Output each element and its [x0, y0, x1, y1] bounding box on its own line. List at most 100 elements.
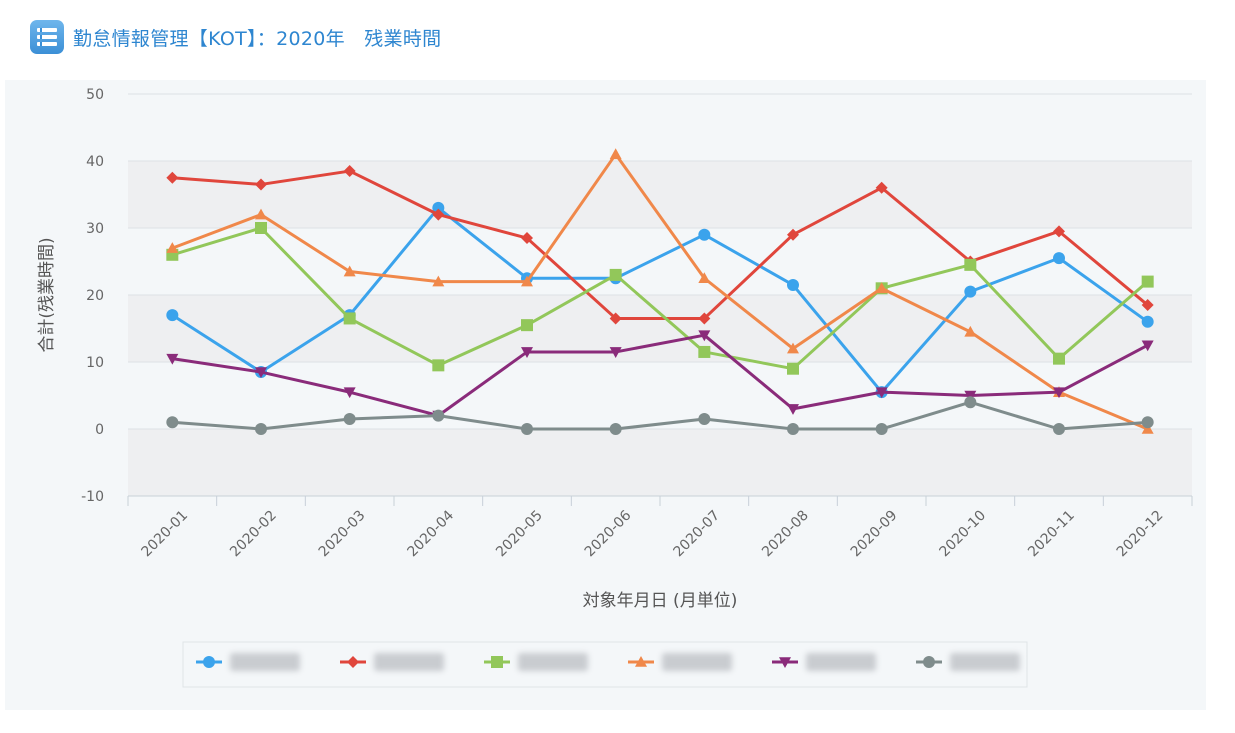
data-point[interactable]: [787, 228, 799, 241]
data-point[interactable]: [787, 362, 799, 375]
data-point[interactable]: [166, 309, 179, 322]
x-axis-label: 対象年月日 (月単位): [583, 591, 738, 611]
x-tick-label: 2020-11: [1025, 508, 1078, 561]
data-point[interactable]: [166, 248, 179, 261]
data-point[interactable]: [698, 312, 711, 325]
x-tick-label: 2020-01: [138, 508, 191, 561]
data-point[interactable]: [964, 390, 977, 402]
data-point[interactable]: [432, 409, 445, 422]
data-point[interactable]: [1141, 275, 1154, 288]
legend-item[interactable]: [484, 653, 588, 671]
legend-label-redacted: [518, 653, 588, 671]
data-point[interactable]: [964, 325, 977, 337]
legend-marker[interactable]: [203, 656, 215, 668]
data-point[interactable]: [787, 342, 799, 354]
legend-item[interactable]: [628, 653, 732, 671]
data-point[interactable]: [432, 275, 445, 287]
data-point[interactable]: [1053, 387, 1065, 399]
data-point[interactable]: [166, 171, 179, 184]
legend-marker[interactable]: [347, 656, 359, 668]
data-point[interactable]: [609, 423, 622, 435]
y-tick-label: 20: [86, 288, 104, 304]
data-point[interactable]: [698, 412, 711, 425]
data-point[interactable]: [875, 423, 888, 435]
legend-item[interactable]: [916, 653, 1020, 671]
x-tick-label: 2020-02: [227, 508, 280, 561]
legend-box: [182, 641, 1028, 688]
series-line[interactable]: [172, 333, 1149, 418]
legend-marker[interactable]: [923, 656, 935, 668]
y-tick-label: 40: [86, 154, 104, 170]
data-point[interactable]: [1141, 299, 1154, 312]
y-tick-label: -10: [81, 489, 104, 505]
data-point[interactable]: [255, 367, 267, 379]
data-point[interactable]: [343, 312, 356, 325]
series-5: [166, 396, 1154, 435]
data-point[interactable]: [698, 345, 711, 358]
data-point[interactable]: [521, 232, 533, 245]
legend-item[interactable]: [340, 653, 444, 671]
legend-item[interactable]: [196, 653, 300, 671]
data-point[interactable]: [964, 258, 977, 271]
data-point[interactable]: [1141, 340, 1154, 352]
data-point[interactable]: [698, 228, 711, 241]
data-point[interactable]: [1053, 225, 1065, 238]
series-line[interactable]: [171, 206, 1149, 394]
legend-marker[interactable]: [779, 657, 791, 668]
data-point[interactable]: [166, 416, 179, 429]
data-point[interactable]: [609, 268, 622, 281]
data-point[interactable]: [787, 278, 799, 291]
data-point[interactable]: [609, 312, 622, 325]
legend-marker[interactable]: [491, 656, 503, 668]
legend-item[interactable]: [772, 653, 876, 671]
data-point[interactable]: [255, 423, 267, 435]
data-point[interactable]: [609, 347, 622, 358]
data-point[interactable]: [609, 148, 622, 160]
data-point[interactable]: [698, 272, 711, 284]
data-point[interactable]: [1141, 416, 1154, 429]
x-tick-label: 2020-06: [582, 507, 635, 560]
series-line[interactable]: [171, 226, 1149, 371]
data-point[interactable]: [255, 222, 267, 234]
x-tick-label: 2020-10: [936, 508, 989, 561]
data-point[interactable]: [1053, 252, 1065, 265]
series-line[interactable]: [172, 169, 1149, 320]
legend-label-redacted: [230, 653, 300, 671]
x-tick-label: 2020-07: [670, 508, 723, 561]
data-point[interactable]: [875, 181, 888, 194]
series-line[interactable]: [171, 152, 1149, 431]
data-point[interactable]: [787, 404, 799, 415]
data-point[interactable]: [343, 165, 356, 178]
data-point[interactable]: [255, 208, 267, 220]
data-point[interactable]: [255, 178, 267, 191]
data-point[interactable]: [521, 319, 533, 332]
data-point[interactable]: [432, 208, 445, 221]
data-point[interactable]: [1053, 423, 1065, 435]
data-point[interactable]: [432, 359, 445, 372]
data-point[interactable]: [343, 412, 356, 425]
data-point[interactable]: [521, 347, 533, 358]
data-point[interactable]: [1141, 315, 1154, 328]
data-point[interactable]: [1053, 352, 1065, 365]
grid-band: [128, 429, 1192, 496]
data-point[interactable]: [875, 282, 888, 294]
data-point[interactable]: [787, 423, 799, 435]
data-point[interactable]: [875, 387, 888, 399]
data-point[interactable]: [964, 396, 977, 409]
data-point[interactable]: [521, 275, 533, 287]
data-point[interactable]: [343, 387, 356, 399]
data-point[interactable]: [698, 330, 711, 342]
y-tick-label: 50: [86, 87, 104, 103]
data-point[interactable]: [166, 242, 179, 253]
data-point[interactable]: [432, 201, 445, 214]
list-icon[interactable]: [30, 20, 64, 54]
page-title[interactable]: 勤怠情報管理【KOT】：2020年 残業時間: [73, 27, 442, 50]
data-point[interactable]: [964, 285, 977, 298]
data-point[interactable]: [343, 265, 356, 277]
data-point[interactable]: [1141, 423, 1154, 434]
data-point[interactable]: [521, 423, 533, 435]
data-point[interactable]: [166, 353, 179, 365]
legend-marker[interactable]: [635, 656, 647, 667]
series-line[interactable]: [172, 400, 1148, 431]
